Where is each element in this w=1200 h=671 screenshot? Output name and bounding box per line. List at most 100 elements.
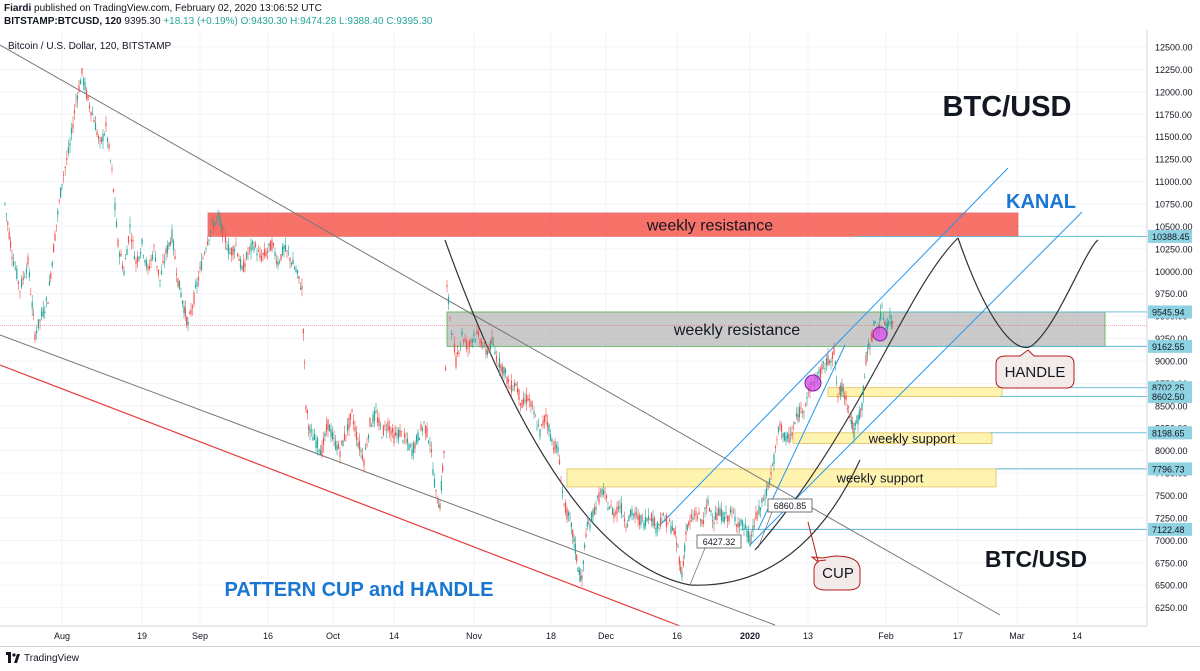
candle-body xyxy=(485,348,487,355)
candle-body xyxy=(205,248,207,250)
candle-body xyxy=(610,505,612,507)
candle-body xyxy=(163,261,166,263)
candle-body xyxy=(777,426,780,433)
candle-body xyxy=(343,433,346,441)
candle-body xyxy=(563,503,565,505)
candle-body xyxy=(72,123,74,129)
candle-body xyxy=(151,254,154,260)
candle-body xyxy=(617,506,620,510)
candle-body xyxy=(277,261,279,266)
level-price-text: 7122.48 xyxy=(1152,525,1185,535)
y-tick-label: 7500.00 xyxy=(1155,491,1188,501)
annotation-title-bottom: BTC/USD xyxy=(985,546,1087,572)
candle-body xyxy=(310,430,313,431)
candle-body xyxy=(388,426,391,431)
y-tick-label: 10000.00 xyxy=(1155,267,1193,277)
x-tick-label: Mar xyxy=(1009,631,1025,641)
annotation-kanal: KANAL xyxy=(1006,191,1076,213)
candle-body xyxy=(711,520,714,522)
candle-body xyxy=(175,273,178,276)
candle-body xyxy=(549,434,552,441)
level-price-text: 7796.73 xyxy=(1152,464,1185,474)
candle-body xyxy=(785,436,787,442)
candle-body xyxy=(289,257,291,262)
candle-body xyxy=(106,137,109,142)
candle-body xyxy=(247,253,249,255)
candle-body xyxy=(659,518,662,526)
candle-body xyxy=(616,506,618,515)
candle-body xyxy=(588,523,590,525)
candle-body xyxy=(220,221,222,228)
candle-body xyxy=(744,524,747,529)
candle-body xyxy=(269,240,272,251)
candle-body xyxy=(172,240,175,250)
candle-body xyxy=(21,278,23,288)
candle-body xyxy=(868,342,870,347)
candle-body xyxy=(73,110,76,114)
y-tick-label: 8000.00 xyxy=(1155,446,1188,456)
candle-body xyxy=(695,511,697,516)
candle-body xyxy=(874,321,876,324)
x-tick-label: Dec xyxy=(598,631,615,641)
candle-body xyxy=(653,517,656,526)
candle-body xyxy=(803,411,805,412)
candle-body xyxy=(685,531,687,536)
candle-body xyxy=(169,241,172,245)
candle-body xyxy=(435,489,437,492)
candle-body xyxy=(710,510,712,512)
candle-body xyxy=(537,424,540,427)
candle-body xyxy=(831,352,834,359)
candle-body xyxy=(196,282,198,287)
candle-body xyxy=(82,78,85,85)
low-tag-2: 6860.85 xyxy=(774,501,807,511)
candle-body xyxy=(203,252,206,255)
level-price-tag xyxy=(1148,522,1192,536)
candle-body xyxy=(646,518,648,522)
candle-body xyxy=(880,312,882,320)
candle-body xyxy=(162,260,164,264)
candle-body xyxy=(28,272,30,278)
candle-body xyxy=(236,253,239,256)
candle-body xyxy=(85,89,88,99)
candle-body xyxy=(838,388,840,390)
candle-body xyxy=(789,434,792,436)
symbol-label[interactable]: BITSTAMP:BTCUSD, 120 xyxy=(4,16,122,27)
price-axis[interactable]: 6250.00 6500.00 6750.00 7000.00 7250.00 7500.… xyxy=(1148,43,1193,614)
candle-body xyxy=(750,534,753,537)
candle-body xyxy=(515,383,517,386)
candle-body xyxy=(821,364,823,370)
candle-body xyxy=(682,561,684,566)
candle-body xyxy=(442,465,444,472)
candle-body xyxy=(728,515,730,522)
candle-body xyxy=(702,519,705,524)
candle-body xyxy=(367,434,370,439)
candle-body xyxy=(144,259,146,263)
candle-body xyxy=(112,189,115,192)
level-price-tag xyxy=(1148,426,1192,440)
candle-body xyxy=(848,406,850,408)
candle-body xyxy=(390,430,392,436)
level-price-text: 10388.45 xyxy=(1152,232,1190,242)
candle-body xyxy=(492,343,495,346)
candle-body xyxy=(141,238,143,244)
candle-body xyxy=(120,253,122,257)
candle-body xyxy=(148,266,151,269)
candle-body xyxy=(227,244,230,254)
candle-body xyxy=(500,364,502,372)
candle-body xyxy=(548,424,550,432)
candle-body xyxy=(586,522,588,527)
candle-body xyxy=(364,448,367,450)
y-tick-label: 9000.00 xyxy=(1155,356,1188,366)
candle-body xyxy=(126,248,128,256)
candle-body xyxy=(589,524,591,529)
candle-body xyxy=(97,136,100,140)
candle-body xyxy=(63,175,65,176)
price-chart[interactable]: weekly resistance weekly resistance weekly… xyxy=(0,30,1200,646)
handle-callout xyxy=(995,349,1075,389)
time-axis[interactable]: Aug 19 Sep 16 Oct 14 Nov 18 Dec 16 2020 13 Feb 17 Mar 1… xyxy=(54,631,1082,641)
publish-info: Fiardi published on TradingView.com, Feb… xyxy=(4,3,322,14)
candle-body xyxy=(105,122,107,127)
candle-body xyxy=(429,444,431,446)
candle-body xyxy=(788,434,790,443)
y-tick-label: 12250.00 xyxy=(1155,65,1193,75)
